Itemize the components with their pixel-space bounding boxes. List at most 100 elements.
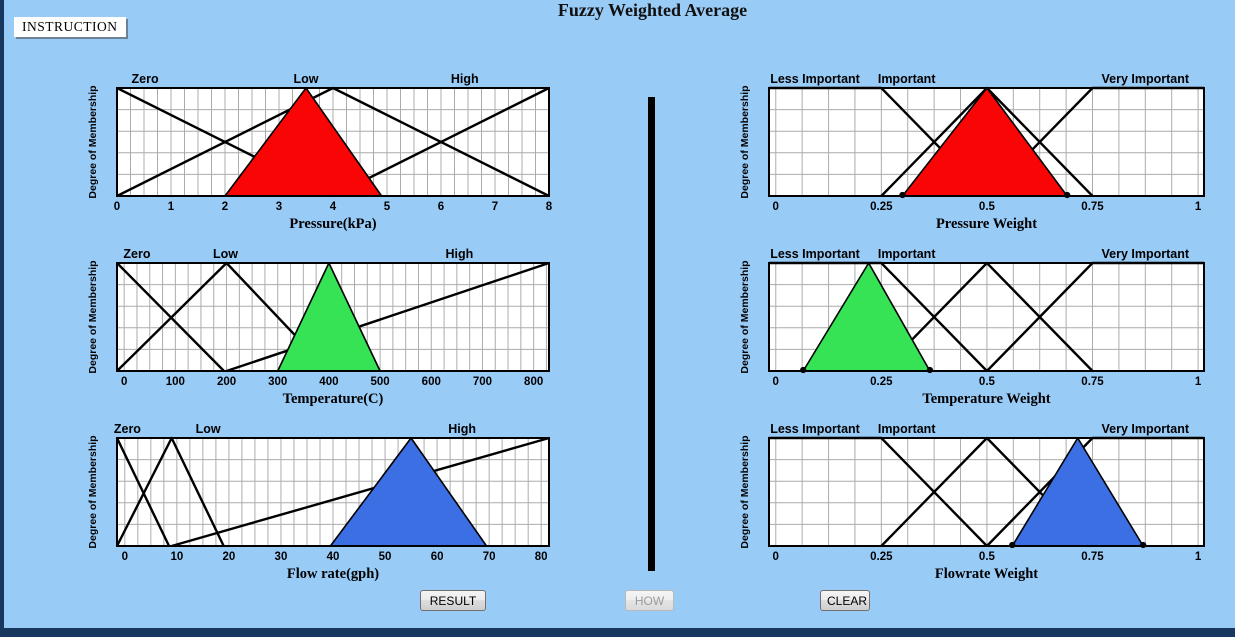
mf-label-very-important: Very Important — [1102, 72, 1190, 86]
mf-label-low: Low — [196, 422, 221, 436]
x-tick-label: 5 — [384, 201, 391, 213]
x-tick-label: 0.25 — [870, 201, 893, 213]
x-tick-label: 0 — [114, 201, 120, 213]
x-tick-label: 0.25 — [870, 551, 893, 563]
y-axis-label: Degree of Membership — [87, 435, 99, 548]
x-tick-label: 0 — [122, 551, 128, 563]
x-tick-label: 0 — [121, 376, 127, 388]
y-axis-label: Degree of Membership — [739, 260, 751, 373]
mf-label-important: Important — [878, 72, 936, 86]
temperature-plot[interactable]: Zero Low High 0 100 200 300 400 500 600 700 800 Temp… — [85, 245, 563, 411]
mf-label-important: Important — [878, 247, 936, 261]
mf-line-high — [171, 436, 550, 548]
flowrate_weight-axes: Less Important Important Very Important 0 0.… — [739, 422, 1205, 582]
x-tick-label: 0.25 — [870, 376, 893, 388]
x-tick-label: 3 — [276, 201, 282, 213]
x-tick-label: 0 — [773, 551, 779, 563]
x-tick-label: 10 — [170, 551, 183, 563]
x-tick-label: 30 — [275, 551, 288, 563]
plot-border — [116, 262, 550, 372]
x-tick-label: 2 — [222, 201, 228, 213]
temperature-axes: Zero Low High 0 100 200 300 400 500 600 700 800 Temp… — [87, 247, 550, 407]
mf-label-high: High — [446, 247, 474, 261]
temperature-weight-plot[interactable]: Less Important Important Very Important 0 0.… — [737, 245, 1215, 411]
mf-label-high: High — [448, 422, 476, 436]
plot-border — [116, 87, 550, 197]
plot-border — [116, 437, 550, 547]
x-tick-label: 1 — [1195, 551, 1202, 563]
y-axis-label: Degree of Membership — [87, 85, 99, 198]
mf-line-high — [226, 261, 550, 373]
x-tick-label: 400 — [319, 376, 338, 388]
mf-label-important: Important — [878, 422, 936, 436]
x-tick-label: 0 — [773, 201, 779, 213]
mf-label-less-important: Less Important — [770, 247, 860, 261]
window-edge-left — [0, 0, 4, 637]
x-tick-label: 0.5 — [979, 376, 996, 388]
x-tick-label: 0.75 — [1081, 551, 1104, 563]
x-tick-label: 500 — [370, 376, 389, 388]
mf-label-less-important: Less Important — [770, 422, 860, 436]
clear-button[interactable]: CLEAR — [820, 590, 870, 611]
x-tick-label: 0.5 — [979, 551, 996, 563]
x-axis-label: Pressure Weight — [936, 216, 1037, 232]
x-tick-label: 7 — [492, 201, 498, 213]
column-divider — [648, 97, 655, 571]
x-tick-label: 1 — [1195, 376, 1202, 388]
x-tick-label: 700 — [473, 376, 492, 388]
plot-border — [768, 87, 1205, 197]
x-tick-label: 0.5 — [979, 201, 996, 213]
y-axis-label: Degree of Membership — [739, 85, 751, 198]
window-edge-bottom — [0, 628, 1235, 637]
x-axis-label: Temperature Weight — [922, 391, 1050, 407]
mf-label-low: Low — [213, 247, 238, 261]
corner-marker-dot — [800, 366, 807, 374]
instruction-button[interactable]: INSTRUCTION — [14, 17, 126, 37]
mf-label-zero: Zero — [123, 247, 150, 261]
mf-label-very-important: Very Important — [1102, 247, 1190, 261]
x-tick-label: 70 — [483, 551, 496, 563]
x-tick-label: 8 — [546, 201, 553, 213]
corner-marker-dot — [899, 191, 906, 199]
y-axis-label: Degree of Membership — [87, 260, 99, 373]
result-button[interactable]: RESULT — [420, 590, 486, 611]
x-tick-label: 0 — [773, 376, 779, 388]
y-axis-label: Degree of Membership — [739, 435, 751, 548]
x-axis-label: Pressure(kPa) — [289, 216, 376, 232]
plot-border — [768, 262, 1205, 372]
x-tick-label: 200 — [217, 376, 236, 388]
pressure_weight-axes: Less Important Important Very Important 0 0.… — [739, 72, 1205, 232]
pressure-weight-plot[interactable]: Less Important Important Very Important 0 0.… — [737, 70, 1215, 236]
x-tick-label: 1 — [168, 201, 175, 213]
x-tick-label: 80 — [535, 551, 548, 563]
mf-label-high: High — [451, 72, 479, 86]
x-tick-label: 20 — [223, 551, 236, 563]
x-tick-label: 6 — [438, 201, 444, 213]
x-tick-label: 0.75 — [1081, 201, 1104, 213]
x-tick-label: 40 — [327, 551, 340, 563]
flowrate-weight-plot[interactable]: Less Important Important Very Important 0 0.… — [737, 420, 1215, 586]
corner-marker-dot — [926, 366, 934, 374]
corner-marker-dot — [1009, 541, 1016, 549]
plot-border — [768, 437, 1205, 547]
x-tick-label: 60 — [431, 551, 444, 563]
how-button[interactable]: HOW — [625, 590, 674, 611]
mf-label-zero: Zero — [132, 72, 159, 86]
corner-marker-dot — [1140, 541, 1147, 549]
flow-rate-plot[interactable]: Zero Low High 0 10 20 30 40 50 60 70 80 Flow rate(gp… — [85, 420, 563, 586]
flowrate-axes: Zero Low High 0 10 20 30 40 50 60 70 80 Flow rate(gp… — [87, 422, 550, 582]
x-tick-label: 800 — [524, 376, 543, 388]
page-title: Fuzzy Weighted Average — [557, 0, 748, 20]
x-tick-label: 600 — [422, 376, 441, 388]
x-tick-label: 50 — [379, 551, 392, 563]
mf-label-zero: Zero — [114, 422, 141, 436]
pressure-plot[interactable]: Zero Low High 0 1 2 3 4 5 6 7 8 Pressure(kPa) Degree … — [85, 70, 563, 236]
x-axis-label: Flow rate(gph) — [287, 566, 379, 582]
x-axis-label: Flowrate Weight — [935, 566, 1038, 582]
mf-label-low: Low — [294, 72, 319, 86]
x-axis-label: Temperature(C) — [283, 391, 384, 407]
x-tick-label: 0.75 — [1081, 376, 1104, 388]
x-tick-label: 1 — [1195, 201, 1202, 213]
x-tick-label: 300 — [268, 376, 287, 388]
pressure-axes: Zero Low High 0 1 2 3 4 5 6 7 8 Pressure(kPa) Degree … — [87, 72, 553, 232]
